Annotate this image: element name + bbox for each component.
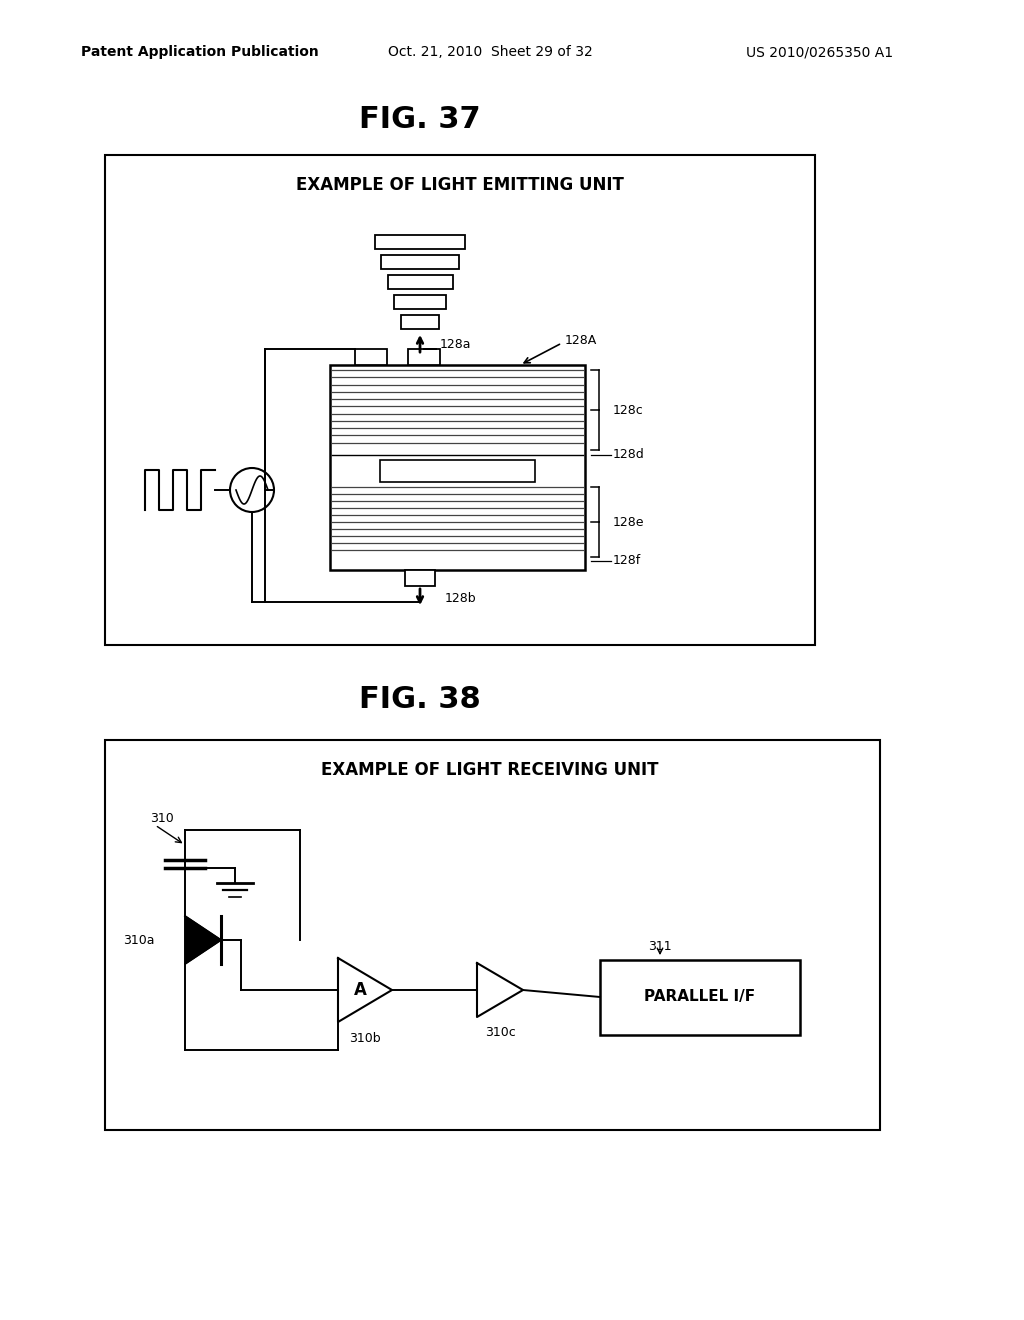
Text: Patent Application Publication: Patent Application Publication <box>81 45 318 59</box>
Text: 311: 311 <box>648 940 672 953</box>
Text: PARALLEL I/F: PARALLEL I/F <box>644 990 756 1005</box>
Polygon shape <box>477 964 523 1016</box>
Text: EXAMPLE OF LIGHT RECEIVING UNIT: EXAMPLE OF LIGHT RECEIVING UNIT <box>322 762 658 779</box>
Bar <box>408 348 440 366</box>
Text: 128d: 128d <box>613 449 645 462</box>
Polygon shape <box>338 958 392 1022</box>
Text: 310c: 310c <box>484 1026 515 1039</box>
Text: 310b: 310b <box>349 1031 381 1044</box>
Bar <box>388 275 453 289</box>
Bar <box>401 315 439 329</box>
Text: 128e: 128e <box>613 516 644 528</box>
Bar <box>406 570 435 586</box>
Text: 128a: 128a <box>440 338 471 351</box>
Text: 310: 310 <box>150 812 174 825</box>
Text: FIG. 38: FIG. 38 <box>359 685 481 714</box>
Text: 128A: 128A <box>565 334 597 346</box>
Bar <box>355 348 387 366</box>
Text: 310a: 310a <box>124 933 155 946</box>
Bar <box>375 235 465 249</box>
Text: EXAMPLE OF LIGHT EMITTING UNIT: EXAMPLE OF LIGHT EMITTING UNIT <box>296 176 624 194</box>
Bar <box>330 366 585 570</box>
Polygon shape <box>185 916 221 964</box>
Text: 128c: 128c <box>613 404 644 417</box>
Bar <box>394 294 446 309</box>
Text: US 2010/0265350 A1: US 2010/0265350 A1 <box>746 45 894 59</box>
Text: FIG. 37: FIG. 37 <box>359 106 481 135</box>
Bar <box>381 255 459 269</box>
Text: Oct. 21, 2010  Sheet 29 of 32: Oct. 21, 2010 Sheet 29 of 32 <box>388 45 592 59</box>
Bar <box>600 960 800 1035</box>
Bar <box>105 741 880 1130</box>
Text: 128b: 128b <box>445 591 476 605</box>
Bar <box>105 154 815 645</box>
Text: 128f: 128f <box>613 554 641 568</box>
Text: A: A <box>353 981 367 999</box>
Bar <box>380 459 535 482</box>
